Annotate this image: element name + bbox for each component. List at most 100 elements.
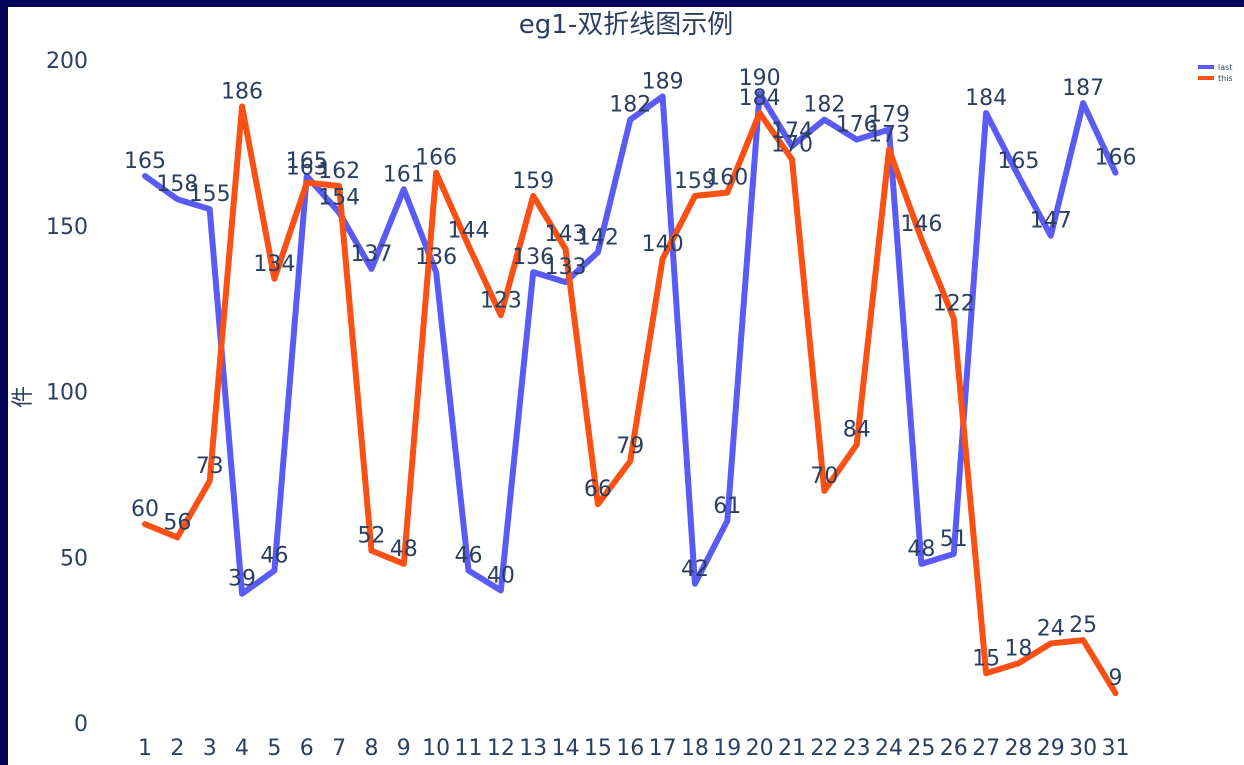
data-label: 162 bbox=[318, 159, 360, 184]
data-label: 66 bbox=[584, 477, 612, 502]
data-label: 18 bbox=[1004, 636, 1032, 661]
x-tick-label: 4 bbox=[235, 736, 249, 761]
x-tick-label: 28 bbox=[1004, 736, 1032, 761]
data-label: 165 bbox=[124, 149, 166, 174]
data-label: 70 bbox=[810, 464, 838, 489]
data-label: 182 bbox=[803, 93, 845, 118]
x-tick-label: 11 bbox=[455, 736, 483, 761]
x-tick-label: 24 bbox=[875, 736, 903, 761]
data-label: 155 bbox=[189, 182, 231, 207]
data-label: 143 bbox=[545, 222, 587, 247]
data-label: 184 bbox=[965, 86, 1007, 111]
data-labels: 1651581553946165154137161136464013613314… bbox=[124, 66, 1137, 691]
y-tick-label: 100 bbox=[46, 381, 88, 406]
data-label: 142 bbox=[577, 225, 619, 250]
data-label: 136 bbox=[415, 245, 457, 270]
data-label: 165 bbox=[286, 149, 328, 174]
x-tick-label: 15 bbox=[584, 736, 612, 761]
data-label: 46 bbox=[455, 544, 483, 569]
x-tick-label: 30 bbox=[1069, 736, 1097, 761]
data-label: 158 bbox=[156, 172, 198, 197]
x-tick-label: 9 bbox=[397, 736, 411, 761]
data-label: 170 bbox=[771, 132, 813, 157]
data-label: 147 bbox=[1030, 209, 1072, 234]
data-label: 186 bbox=[221, 79, 263, 104]
x-tick-label: 27 bbox=[972, 736, 1000, 761]
y-tick-label: 50 bbox=[60, 546, 88, 571]
data-label: 176 bbox=[836, 113, 878, 138]
data-label: 51 bbox=[940, 527, 968, 552]
data-label: 159 bbox=[674, 169, 716, 194]
data-label: 60 bbox=[131, 497, 159, 522]
x-tick-label: 23 bbox=[843, 736, 871, 761]
data-label: 48 bbox=[907, 537, 935, 562]
series-line-this bbox=[142, 103, 1119, 697]
data-label: 173 bbox=[868, 123, 910, 148]
data-label: 137 bbox=[350, 242, 392, 267]
y-axis-label: 件 bbox=[11, 386, 36, 408]
series-lines bbox=[142, 90, 1119, 697]
data-label: 25 bbox=[1069, 613, 1097, 638]
data-label: 154 bbox=[318, 185, 360, 210]
x-tick-label: 29 bbox=[1037, 736, 1065, 761]
x-tick-label: 7 bbox=[332, 736, 346, 761]
y-axis-ticks: 0 50 100 150 200 bbox=[46, 49, 88, 737]
data-label: 159 bbox=[512, 169, 554, 194]
data-label: 166 bbox=[1095, 146, 1137, 171]
data-label: 40 bbox=[487, 563, 515, 588]
data-label: 24 bbox=[1037, 616, 1065, 641]
data-label: 146 bbox=[900, 212, 942, 237]
data-label: 61 bbox=[713, 494, 741, 519]
x-tick-label: 20 bbox=[746, 736, 774, 761]
x-tick-label: 14 bbox=[552, 736, 580, 761]
data-label: 48 bbox=[390, 537, 418, 562]
x-tick-label: 19 bbox=[713, 736, 741, 761]
x-tick-label: 31 bbox=[1102, 736, 1130, 761]
y-tick-label: 200 bbox=[46, 49, 88, 74]
x-tick-label: 10 bbox=[422, 736, 450, 761]
x-tick-label: 12 bbox=[487, 736, 515, 761]
data-label: 182 bbox=[609, 93, 651, 118]
data-label: 136 bbox=[512, 245, 554, 270]
data-label: 79 bbox=[616, 434, 644, 459]
data-label: 165 bbox=[997, 149, 1039, 174]
x-tick-label: 17 bbox=[649, 736, 677, 761]
data-label: 73 bbox=[196, 454, 224, 479]
data-label: 56 bbox=[163, 510, 191, 535]
x-tick-label: 22 bbox=[810, 736, 838, 761]
data-label: 166 bbox=[415, 146, 457, 171]
data-label: 163 bbox=[286, 156, 328, 181]
data-label: 160 bbox=[706, 166, 748, 191]
data-label: 174 bbox=[771, 119, 813, 144]
x-tick-label: 1 bbox=[138, 736, 152, 761]
data-label: 189 bbox=[642, 69, 684, 94]
x-tick-label: 21 bbox=[778, 736, 806, 761]
data-label: 84 bbox=[843, 418, 871, 443]
data-label: 179 bbox=[868, 103, 910, 128]
x-tick-label: 25 bbox=[907, 736, 935, 761]
data-label: 133 bbox=[545, 255, 587, 280]
data-label: 9 bbox=[1109, 666, 1123, 691]
x-tick-label: 3 bbox=[203, 736, 217, 761]
x-tick-label: 26 bbox=[940, 736, 968, 761]
x-tick-label: 6 bbox=[300, 736, 314, 761]
data-label: 190 bbox=[739, 66, 781, 91]
data-label: 161 bbox=[383, 162, 425, 187]
legend-entry-last[interactable]: last bbox=[1218, 63, 1232, 72]
legend-entry-this[interactable]: this bbox=[1218, 74, 1233, 83]
y-tick-label: 150 bbox=[46, 215, 88, 240]
x-tick-label: 18 bbox=[681, 736, 709, 761]
legend[interactable]: last this bbox=[1198, 63, 1233, 83]
x-axis-ticks: 1 2 3 4 5 6 7 8 9 10 11 12 13 14 15 16 17 18 19 20 21 22 23 24 2… bbox=[138, 736, 1130, 761]
data-label: 123 bbox=[480, 288, 522, 313]
data-label: 144 bbox=[448, 219, 490, 244]
data-label: 42 bbox=[681, 557, 709, 582]
x-tick-label: 16 bbox=[616, 736, 644, 761]
data-label: 15 bbox=[972, 646, 1000, 671]
data-label: 134 bbox=[253, 252, 295, 277]
x-tick-label: 8 bbox=[364, 736, 378, 761]
x-tick-label: 13 bbox=[519, 736, 547, 761]
x-tick-label: 5 bbox=[267, 736, 281, 761]
data-label: 187 bbox=[1062, 76, 1104, 101]
